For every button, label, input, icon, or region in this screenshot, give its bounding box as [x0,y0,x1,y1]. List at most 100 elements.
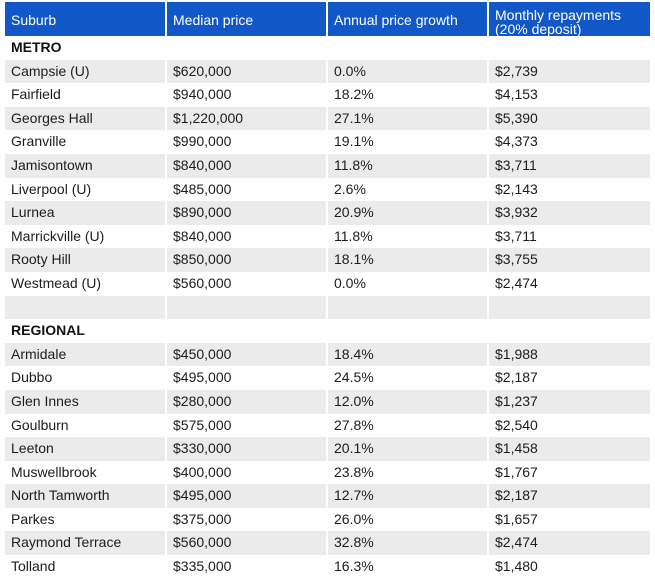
median-price-cell: $840,000 [166,224,328,249]
monthly-repayment-cell: $2,739 [488,59,650,84]
table-row: Raymond Terrace $560,000 32.8% $2,474 [5,531,650,556]
suburb-cell: Campsie (U) [5,59,167,84]
annual-growth-cell: 11.8% [327,224,489,249]
annual-growth-cell: 24.5% [327,366,489,390]
median-price-cell: $990,000 [166,130,328,154]
annual-growth-cell: 18.2% [327,83,489,107]
median-price-cell: $940,000 [166,83,328,107]
table-row: North Tamworth $495,000 12.7% $2,187 [5,484,650,508]
table-row: Marrickville (U) $840,000 11.8% $3,711 [5,224,650,249]
monthly-repayment-cell: $4,153 [488,83,650,107]
header-median-price: Median price [166,2,328,36]
median-price-cell: $375,000 [166,507,328,532]
monthly-repayment-cell: $3,755 [488,248,650,272]
suburb-cell: Tolland [5,555,167,579]
suburb-cell: Dubbo [5,366,167,390]
spacer-cell [488,295,650,320]
suburb-cell: Marrickville (U) [5,224,167,249]
median-price-cell: $495,000 [166,366,328,390]
suburb-cell: Glen Innes [5,389,167,414]
monthly-repayment-cell: $1,480 [488,555,650,579]
spacer-cell [5,295,167,320]
annual-growth-cell: 12.0% [327,389,489,414]
table-row: Liverpool (U) $485,000 2.6% $2,143 [5,177,650,202]
monthly-repayment-cell: $3,711 [488,224,650,249]
header-annual-growth: Annual price growth [327,2,489,36]
section-row-metro: METRO [5,36,650,60]
table-row: Lurnea $890,000 20.9% $3,932 [5,201,650,225]
suburb-cell: Georges Hall [5,106,167,131]
annual-growth-cell: 0.0% [327,271,489,296]
median-price-cell: $840,000 [166,153,328,178]
table-row: Leeton $330,000 20.1% $1,458 [5,437,650,461]
table-row: Muswellbrook $400,000 23.8% $1,767 [5,460,650,485]
annual-growth-cell: 16.3% [327,555,489,579]
monthly-repayment-cell: $2,187 [488,484,650,508]
table-row: Rooty Hill $850,000 18.1% $3,755 [5,248,650,272]
table-row: Parkes $375,000 26.0% $1,657 [5,507,650,532]
monthly-repayment-cell: $3,711 [488,153,650,178]
monthly-repayment-cell: $4,373 [488,130,650,154]
annual-growth-cell: 12.7% [327,484,489,508]
table-row: Dubbo $495,000 24.5% $2,187 [5,366,650,390]
median-price-cell: $560,000 [166,271,328,296]
annual-growth-cell: 20.1% [327,437,489,461]
annual-growth-cell: 11.8% [327,153,489,178]
suburb-cell: Armidale [5,342,167,367]
suburb-cell: Jamisontown [5,153,167,178]
monthly-repayment-cell: $5,390 [488,106,650,131]
suburb-cell: Leeton [5,437,167,461]
monthly-repayment-cell: $1,657 [488,507,650,532]
section-empty-cell [327,319,489,343]
table-row: Georges Hall $1,220,000 27.1% $5,390 [5,106,650,131]
annual-growth-cell: 27.8% [327,413,489,438]
annual-growth-cell: 0.0% [327,59,489,84]
section-empty-cell [166,36,328,60]
median-price-cell: $575,000 [166,413,328,438]
annual-growth-cell: 32.8% [327,531,489,556]
suburb-cell: Westmead (U) [5,271,167,296]
suburb-cell: Lurnea [5,201,167,225]
section-empty-cell [166,319,328,343]
suburb-cell: Raymond Terrace [5,531,167,556]
table-row: Campsie (U) $620,000 0.0% $2,739 [5,59,650,84]
monthly-repayment-cell: $3,932 [488,201,650,225]
table-row: Armidale $450,000 18.4% $1,988 [5,342,650,367]
median-price-cell: $890,000 [166,201,328,225]
spacer-row [5,295,650,320]
header-suburb: Suburb [5,2,167,36]
spacer-cell [327,295,489,320]
median-price-cell: $280,000 [166,389,328,414]
monthly-repayment-cell: $1,458 [488,437,650,461]
suburb-cell: Liverpool (U) [5,177,167,202]
table-row: Jamisontown $840,000 11.8% $3,711 [5,153,650,178]
median-price-cell: $335,000 [166,555,328,579]
annual-growth-cell: 23.8% [327,460,489,485]
suburb-cell: Parkes [5,507,167,532]
table-row: Tolland $335,000 16.3% $1,480 [5,555,650,579]
section-row-regional: REGIONAL [5,319,650,343]
median-price-cell: $850,000 [166,248,328,272]
annual-growth-cell: 19.1% [327,130,489,154]
suburb-cell: Muswellbrook [5,460,167,485]
annual-growth-cell: 18.4% [327,342,489,367]
suburb-cell: Goulburn [5,413,167,438]
suburb-price-table-container: Suburb Median price Annual price growth … [5,2,650,579]
annual-growth-cell: 20.9% [327,201,489,225]
header-row: Suburb Median price Annual price growth … [5,2,650,36]
median-price-cell: $620,000 [166,59,328,84]
section-empty-cell [488,36,650,60]
section-label-regional: REGIONAL [5,319,167,343]
suburb-cell: Fairfield [5,83,167,107]
spacer-cell [166,295,328,320]
suburb-cell: North Tamworth [5,484,167,508]
monthly-repayment-cell: $2,143 [488,177,650,202]
header-monthly-repayments: Monthly repayments (20% deposit) [488,2,650,36]
median-price-cell: $400,000 [166,460,328,485]
median-price-cell: $485,000 [166,177,328,202]
annual-growth-cell: 2.6% [327,177,489,202]
annual-growth-cell: 27.1% [327,106,489,131]
monthly-repayment-cell: $2,474 [488,271,650,296]
section-label-metro: METRO [5,36,167,60]
median-price-cell: $450,000 [166,342,328,367]
